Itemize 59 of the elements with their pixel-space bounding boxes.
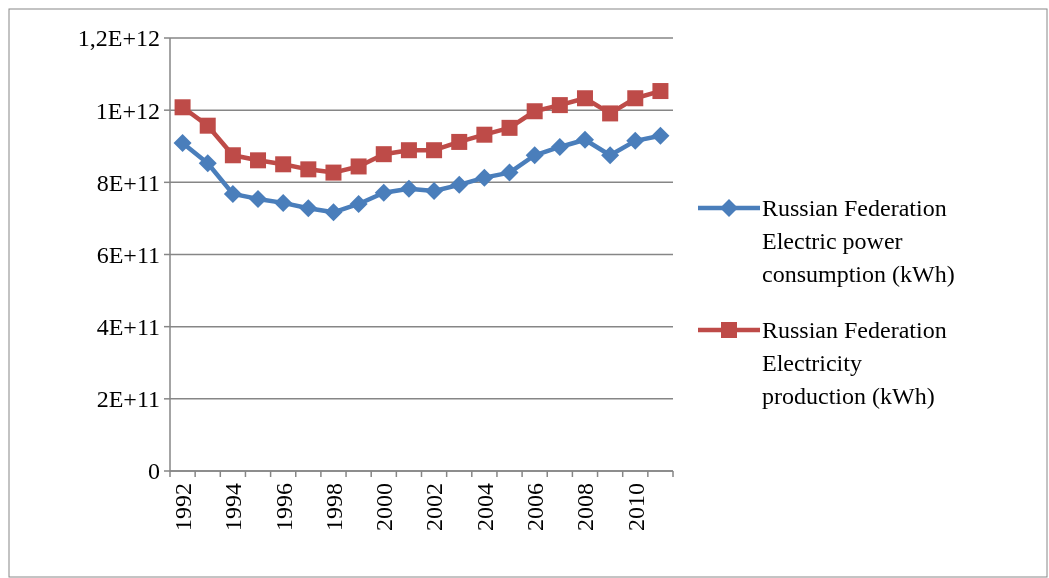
y-tick-label: 8E+11 [96,169,160,196]
point [223,184,242,203]
y-tick-label: 1,2E+12 [77,25,160,52]
point [426,142,443,159]
x-tick-label: 1992 [169,483,196,531]
y-tick-label: 6E+11 [96,241,160,268]
x-tick-label: 2002 [421,483,448,531]
point [451,133,468,150]
y-tick-label: 0 [148,458,160,485]
point [250,152,267,169]
point [400,142,417,159]
y-tick-label: 4E+11 [96,314,160,341]
point [526,103,543,120]
point [199,117,216,134]
point [525,146,544,165]
x-tick-label: 2010 [622,483,649,531]
legend-label: Russian Federation Electricity production (kWh) [762,317,947,410]
point [550,137,569,156]
point [174,99,191,116]
x-tick-label: 2004 [471,483,498,531]
y-tick-label: 1E+12 [95,97,160,124]
point [652,83,669,100]
point [325,164,342,181]
point [198,154,217,173]
point [450,175,469,194]
point [551,97,568,114]
point [275,156,292,173]
point [349,194,368,213]
point [500,163,519,182]
point [476,126,493,143]
x-tick-label: 2008 [572,483,599,531]
point [224,147,241,164]
point [374,183,393,202]
point [601,146,620,165]
point [249,189,268,208]
x-tick-label: 1996 [270,483,297,531]
point [425,181,444,200]
point [602,105,619,122]
point [501,119,518,136]
x-tick-label: 1998 [320,483,347,531]
point [299,199,318,218]
x-tick-label: 2006 [522,483,549,531]
point [173,134,192,152]
point [300,161,317,178]
point [399,179,418,198]
point [627,90,644,107]
y-tick-label: 2E+11 [96,386,160,413]
point [274,193,293,212]
point [375,146,392,163]
x-tick-label: 2000 [371,483,398,531]
point [475,168,494,187]
x-tick-label: 1994 [220,483,247,531]
point [651,126,670,145]
legend-label: Russian Federation Electric power consumption (kWh) [762,195,955,288]
point [575,130,594,149]
point [350,158,367,175]
point [576,90,593,107]
point [626,131,645,150]
point [324,203,343,222]
